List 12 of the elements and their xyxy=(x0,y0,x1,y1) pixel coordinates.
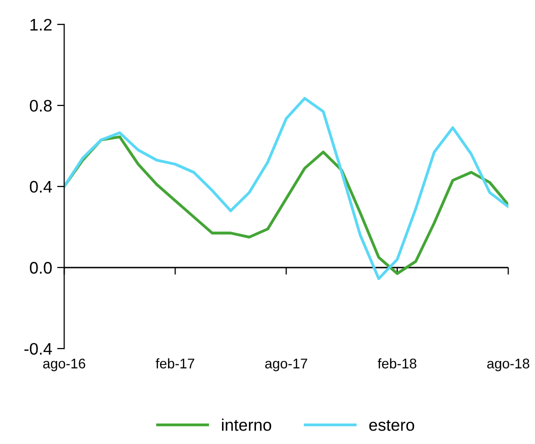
y-tick-label: -0.4 xyxy=(24,342,52,355)
y-tick-label: 0.4 xyxy=(30,180,52,193)
legend-label: estero xyxy=(369,420,414,431)
x-tick-label: feb-17 xyxy=(156,358,194,368)
y-tick-label: 0.8 xyxy=(30,100,52,112)
legend-label: interno xyxy=(222,418,272,431)
y-tick-label: 1.2 xyxy=(30,18,52,30)
x-tick-label: feb-18 xyxy=(378,358,416,368)
x-tick-label: ago-16 xyxy=(43,358,86,372)
x-tick-label: ago-18 xyxy=(487,358,530,372)
y-tick-label: 0.0 xyxy=(30,262,52,274)
x-tick-label: ago-17 xyxy=(265,358,308,372)
